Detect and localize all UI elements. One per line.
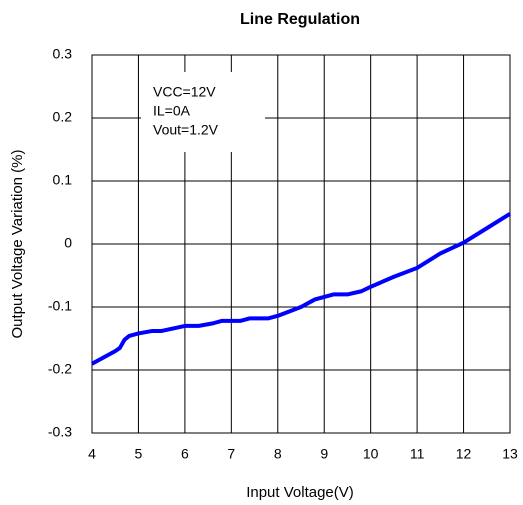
x-axis-label: Input Voltage(V) <box>246 484 354 501</box>
y-tick-label: 0.3 <box>53 46 73 62</box>
annotation-box <box>141 72 265 152</box>
y-tick-label: 0 <box>64 235 72 251</box>
y-tick-label: -0.3 <box>48 424 72 440</box>
x-tick-label: 13 <box>502 446 518 462</box>
y-tick-label: -0.1 <box>48 298 72 314</box>
y-tick-label: 0.1 <box>53 172 73 188</box>
x-tick-label: 8 <box>274 446 282 462</box>
x-tick-label: 4 <box>88 446 96 462</box>
x-tick-label: 6 <box>181 446 189 462</box>
y-axis-label: Output Voltage Variation (%) <box>9 150 26 339</box>
line <box>91 212 512 366</box>
y-tick-label: -0.2 <box>48 361 72 377</box>
x-tick-label: 11 <box>410 446 425 462</box>
x-tick-label: 10 <box>363 446 379 462</box>
annotation: VCC=12V <box>153 84 216 100</box>
annotation: IL=0A <box>153 103 191 119</box>
annotation: Vout=1.2V <box>153 122 219 138</box>
x-tick-label: 5 <box>135 446 143 462</box>
y-tick-label: 0.2 <box>53 109 73 125</box>
x-tick-label: 12 <box>456 446 472 462</box>
x-tick-label: 7 <box>227 446 235 462</box>
x-tick-label: 9 <box>320 446 328 462</box>
chart-title: Line Regulation <box>240 11 360 28</box>
